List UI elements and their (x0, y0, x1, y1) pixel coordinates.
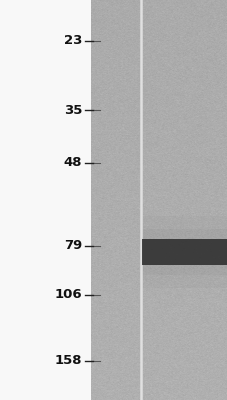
Bar (142, 239, 227, 265)
Text: 23: 23 (63, 34, 82, 47)
Text: 35: 35 (63, 104, 82, 117)
Text: 158: 158 (54, 354, 82, 367)
Text: 48: 48 (63, 156, 82, 170)
Text: 106: 106 (54, 288, 82, 301)
Bar (142, 216, 227, 288)
Bar (142, 229, 227, 275)
Text: 79: 79 (64, 239, 82, 252)
